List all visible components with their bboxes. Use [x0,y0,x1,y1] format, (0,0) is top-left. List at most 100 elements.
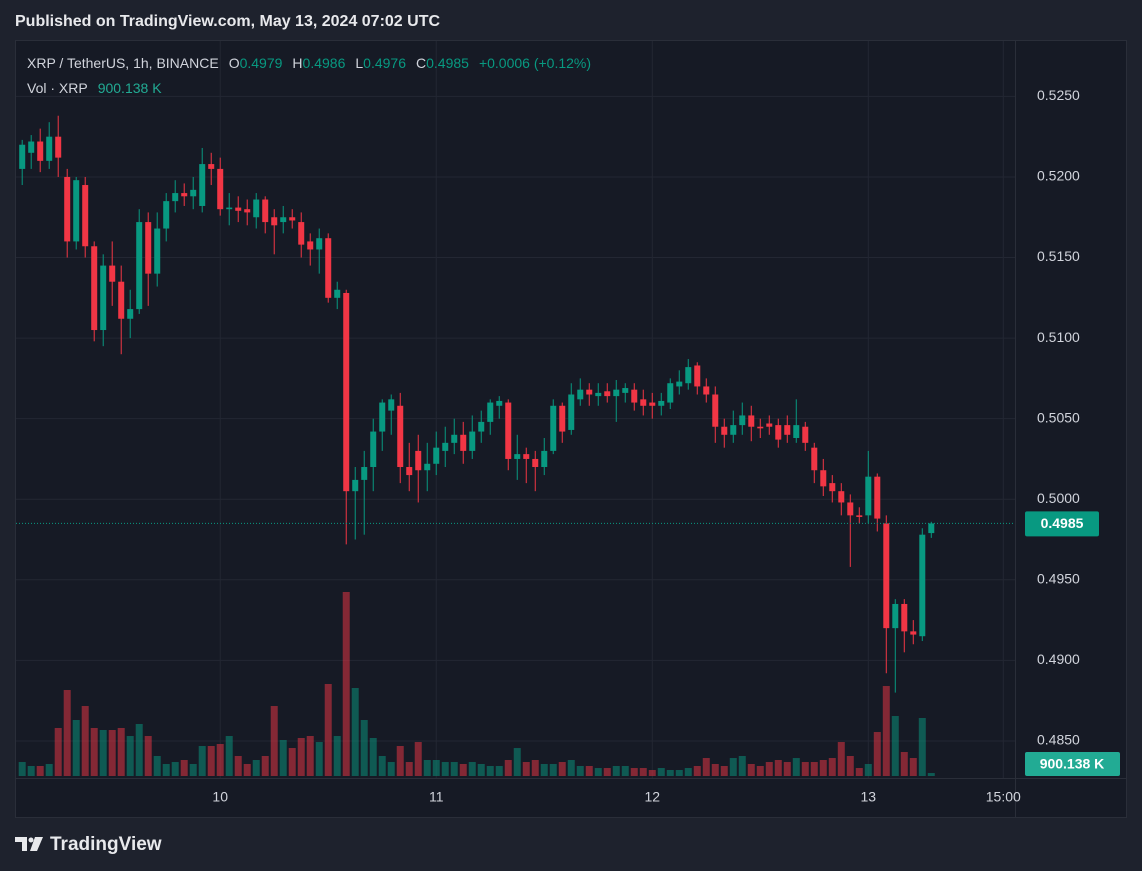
volume-bar [909,758,917,776]
candle-body [721,426,728,435]
volume-bar [324,684,332,776]
candle-body [667,383,674,403]
candle-body [550,405,557,451]
brand-logo [15,837,43,851]
candle-body [19,144,26,169]
candle-body [676,381,683,387]
volume-pane [18,592,935,776]
candle-body [316,238,323,250]
volume-bar [153,756,161,776]
volume-name: Vol · XRP [27,80,88,96]
candle-body [37,141,44,161]
candle-body [109,265,116,282]
candle-body [73,180,80,242]
candle-body [406,467,413,476]
candle-body [262,199,269,223]
volume-legend: Vol · XRP 900.138 K [27,80,162,96]
volume-bar [495,766,503,776]
volume-bar [90,727,98,776]
candle-body [118,281,125,319]
candle-body [703,386,710,395]
volume-bar [468,762,476,776]
candle-body [919,534,926,637]
volume-bar [234,756,242,776]
candle-body [379,402,386,432]
candle-body [424,463,431,471]
candle-body [352,479,359,492]
candle-body [244,209,251,213]
candle-body [46,136,53,161]
candle-body [775,425,782,440]
y-tick-label: 0.5150 [1037,248,1080,264]
volume-bar [729,758,737,776]
candle-body [280,217,287,223]
volume-bar [630,768,638,776]
candle-body [163,201,170,229]
volume-bar [288,748,296,776]
volume-bar [198,746,206,776]
candle-body [64,176,71,242]
volume-bar [549,763,557,776]
volume-bar [657,768,665,776]
legend-value: 0.4985 [426,55,469,71]
volume-bar [513,748,521,776]
candle-body [784,425,791,435]
volume-bar [162,763,170,776]
volume-bar [144,736,152,776]
volume-bar [63,690,71,776]
volume-bar [801,762,809,776]
volume-bar [846,756,854,776]
volume-bar [279,739,287,776]
candle-body [217,168,224,210]
y-tick-label: 0.5200 [1037,168,1080,184]
candle-body [928,523,935,534]
candle-body [829,483,836,492]
volume-bar [621,766,629,776]
volume-bar [774,759,782,776]
x-tick-label: 11 [429,789,444,805]
candle-body [478,421,485,432]
candle-body [541,450,548,468]
candle-body [28,141,35,153]
volume-label: 900.138 K [1040,756,1105,772]
published-note: Published on TradingView.com, May 13, 20… [15,13,440,30]
candle-body [631,389,638,403]
volume-bar [261,756,269,776]
legend-value: 0.4986 [303,55,346,71]
candle-body [199,164,206,206]
candle-body [649,402,656,406]
volume-bar [72,720,80,776]
candle-body [307,241,314,250]
volume-bar [522,762,530,776]
volume-bar [45,763,53,776]
candle-body [343,292,350,492]
volume-bar [873,732,881,776]
candle-body [712,394,719,427]
candle-body [883,523,890,629]
candle-body [469,431,476,451]
candle-body [820,470,827,487]
candle-body [136,222,143,310]
volume-bar [225,736,233,776]
candle-body [271,217,278,226]
volume-bar [342,592,350,776]
y-tick-label: 0.5000 [1037,490,1080,506]
candle-body [505,402,512,459]
volume-bar [27,766,35,776]
y-tick-label: 0.5250 [1037,87,1080,103]
candle-body [451,434,458,443]
candle-body [730,425,737,435]
candle-body [865,476,872,516]
axes: 0.4850 0.4900 0.4950 0.5000 0.5050 0.5100 0.51… [16,87,1120,805]
candle-body [190,189,197,197]
volume-bar [387,762,395,776]
legend-key: C [416,55,426,71]
legend-value: 0.4976 [363,55,406,71]
volume-bar [315,742,323,776]
volume-bar [99,730,107,776]
candles [19,115,935,693]
candle-body [757,426,764,429]
volume-bar [738,756,746,776]
candle-body [595,392,602,397]
legend-line: XRP / TetherUS, 1h, BINANCE O0.4979 H0.498… [27,55,591,71]
